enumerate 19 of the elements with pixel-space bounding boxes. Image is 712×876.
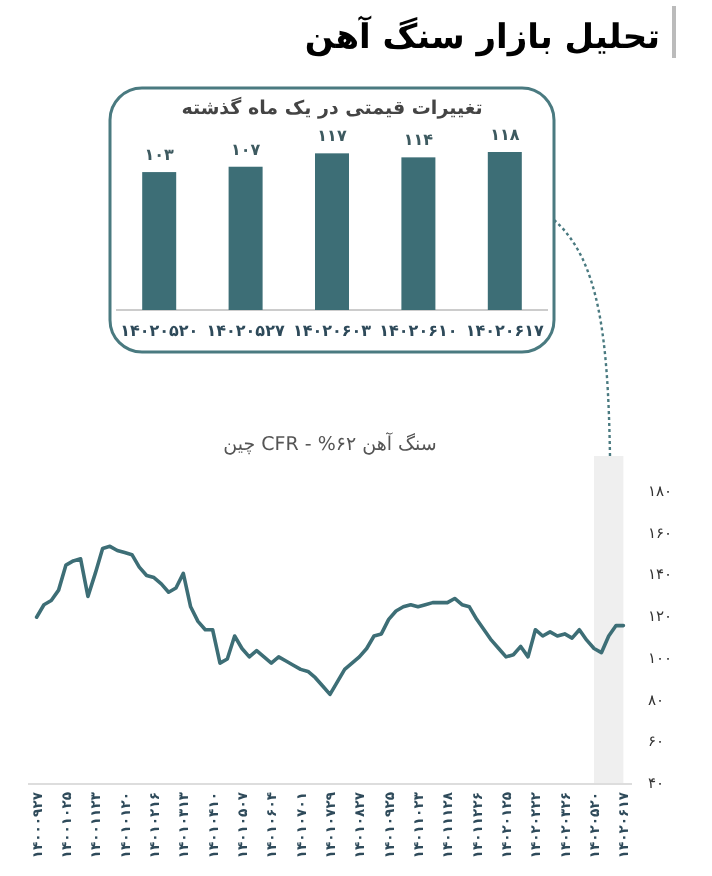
data-label: ۱۱۴ — [403, 131, 434, 150]
x-tick-label: ۱۴۰۲۰۶۱۰ — [379, 322, 458, 340]
x-tick-label: ۱۴۰۲۰۵۲۷ — [206, 322, 285, 340]
data-label: ۱۱۷ — [317, 127, 347, 146]
bar — [401, 157, 436, 310]
data-label: ۱۰۳ — [144, 146, 175, 165]
line-series — [34, 544, 626, 697]
bar — [142, 172, 177, 310]
bar — [228, 166, 263, 310]
bar — [315, 153, 349, 310]
chart-title: سنگ آهن ۶۲% - CFR چین — [223, 432, 437, 456]
data-label: ۱۰۷ — [230, 140, 261, 159]
x-tick-label: ۱۴۰۲۰۶۰۳ — [292, 322, 372, 340]
data-label: ۱۱۸ — [490, 126, 520, 144]
bar — [487, 152, 522, 310]
chart-title: تغییرات قیمتی در یک ماه گذشته — [181, 96, 483, 120]
x-tick-label: ۱۴۰۲۰۵۲۰ — [120, 322, 199, 340]
text: تحلیل بازار سنگ آهن — [304, 14, 660, 58]
x-tick-label: ۱۴۰۲۰۶۱۷ — [465, 322, 545, 340]
